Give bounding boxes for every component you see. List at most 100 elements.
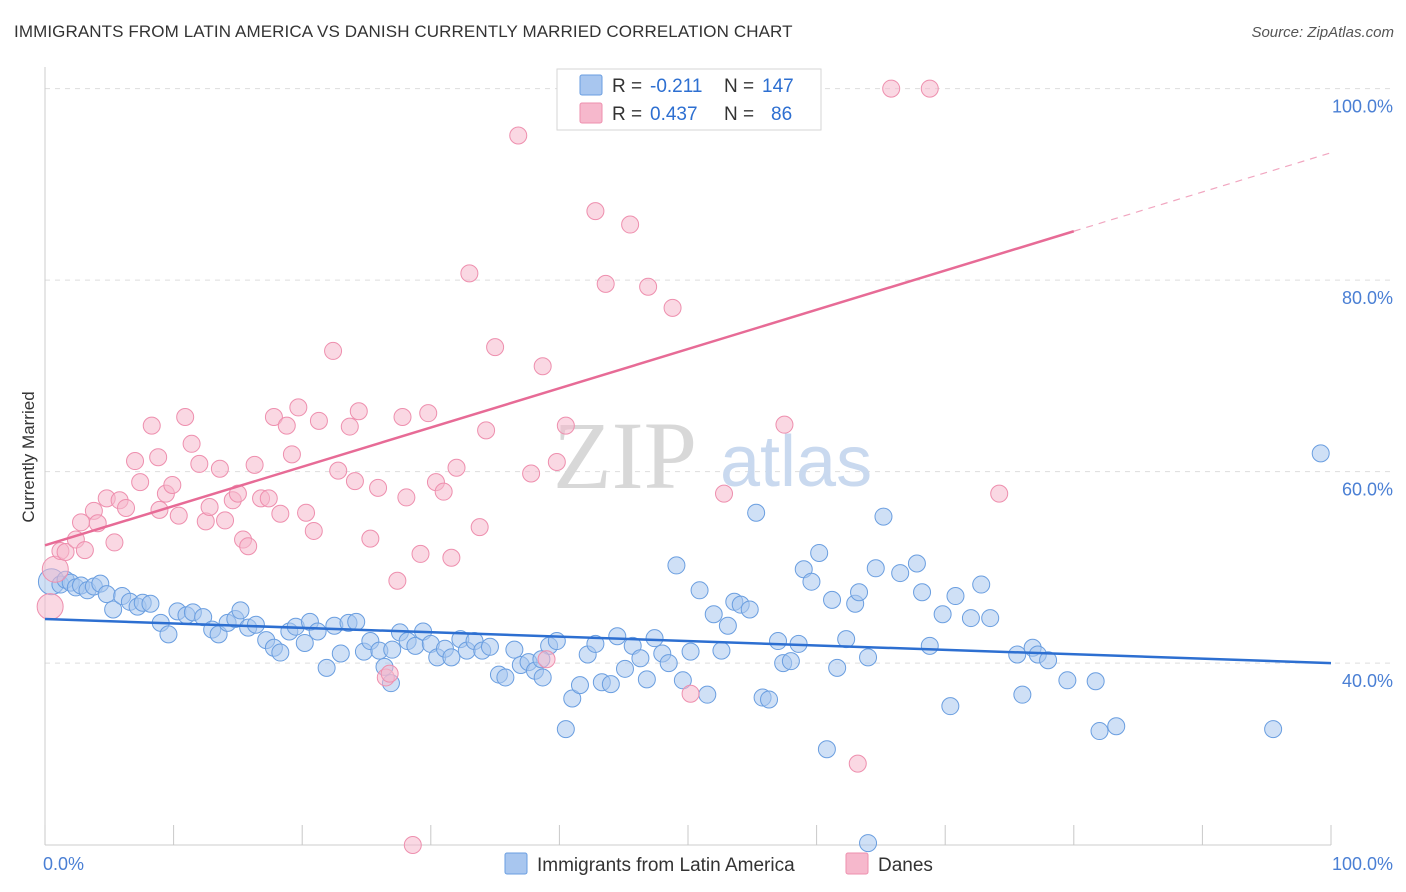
legend-n-value-1: 147	[762, 76, 794, 97]
data-point-latin-america	[718, 616, 737, 635]
data-point-danes	[169, 506, 188, 525]
data-point-latin-america	[637, 670, 656, 689]
correlation-legend: R = -0.211 N = 147 R = 0.437 N = 86	[556, 68, 822, 131]
data-point-latin-america	[981, 609, 1000, 628]
data-point-danes	[289, 398, 308, 417]
data-point-danes	[149, 448, 168, 467]
chart-title: IMMIGRANTS FROM LATIN AMERICA VS DANISH …	[14, 22, 793, 41]
data-point-danes	[509, 126, 528, 145]
data-point-danes	[56, 543, 75, 562]
legend-r-label-1: R =	[612, 76, 642, 97]
data-point-latin-america	[972, 575, 991, 594]
data-point-latin-america	[802, 572, 821, 591]
data-point-latin-america	[673, 671, 692, 690]
data-point-latin-america	[760, 690, 779, 709]
data-point-latin-america	[533, 668, 552, 687]
data-point-danes	[36, 593, 64, 621]
data-point-danes	[182, 434, 201, 453]
data-point-danes	[882, 79, 901, 98]
data-point-danes	[259, 489, 278, 508]
data-point-danes	[190, 454, 209, 473]
points-layer	[36, 79, 1330, 854]
data-point-danes	[176, 407, 195, 426]
data-point-latin-america	[933, 605, 952, 624]
data-point-latin-america	[505, 640, 524, 659]
trend-line-danes-extension	[1073, 152, 1332, 232]
data-point-latin-america	[961, 609, 980, 628]
legend-swatch-latin-america	[579, 74, 603, 96]
data-point-latin-america	[747, 503, 766, 522]
data-point-latin-america	[667, 556, 686, 575]
data-point-latin-america	[496, 668, 515, 687]
legend-label-danes: Danes	[878, 855, 933, 876]
data-point-latin-america	[874, 507, 893, 526]
data-point-latin-america	[913, 583, 932, 602]
data-point-latin-america	[104, 600, 123, 619]
data-point-latin-america	[941, 697, 960, 716]
data-point-danes	[126, 452, 145, 471]
data-point-latin-america	[480, 637, 499, 656]
y-tick-label: 100.0%	[1332, 97, 1393, 117]
x-tick-label: 0.0%	[43, 854, 84, 874]
data-point-danes	[277, 416, 296, 435]
data-point-latin-america	[907, 554, 926, 573]
data-point-latin-america	[1008, 645, 1027, 664]
watermark-atlas: atlas	[720, 422, 872, 502]
data-point-danes	[329, 461, 348, 480]
data-point-danes	[369, 478, 388, 497]
data-point-danes	[361, 529, 380, 548]
data-point-danes	[228, 484, 247, 503]
chart-source: Source: ZipAtlas.com	[1251, 24, 1394, 41]
data-point-danes	[411, 544, 430, 563]
data-point-danes	[117, 498, 136, 517]
data-point-danes	[163, 475, 182, 494]
data-point-latin-america	[681, 642, 700, 661]
x-tick-label: 100.0%	[1332, 854, 1393, 874]
data-point-danes	[393, 407, 412, 426]
legend-n-label-2: N =	[724, 104, 754, 125]
data-point-danes	[345, 472, 364, 491]
data-point-latin-america	[442, 648, 461, 667]
data-point-latin-america	[891, 564, 910, 583]
data-point-latin-america	[1058, 671, 1077, 690]
legend-label-immigrants: Immigrants from Latin America	[537, 855, 795, 876]
trend-line-danes	[44, 230, 1075, 547]
data-point-latin-america	[645, 629, 664, 648]
data-point-latin-america	[347, 612, 366, 631]
data-point-latin-america	[850, 583, 869, 602]
data-point-latin-america	[946, 587, 965, 606]
data-point-danes	[264, 407, 283, 426]
data-point-danes	[200, 498, 219, 517]
data-point-danes	[397, 488, 416, 507]
data-point-danes	[388, 571, 407, 590]
data-point-latin-america	[331, 644, 350, 663]
data-point-latin-america	[97, 585, 116, 604]
data-point-danes	[715, 484, 734, 503]
data-point-latin-america	[1107, 717, 1126, 736]
data-point-latin-america	[563, 689, 582, 708]
data-point-danes	[470, 518, 489, 537]
data-point-latin-america	[317, 658, 336, 677]
data-point-latin-america	[556, 720, 575, 739]
data-point-latin-america	[141, 594, 160, 613]
data-point-danes	[547, 453, 566, 471]
data-point-latin-america	[690, 581, 709, 600]
data-point-latin-america	[659, 654, 678, 673]
legend-swatch-danes	[579, 102, 603, 124]
data-point-latin-america	[586, 634, 605, 653]
data-point-danes	[586, 202, 605, 221]
data-point-latin-america	[823, 590, 842, 609]
data-point-danes	[131, 473, 150, 492]
data-point-danes	[596, 274, 615, 293]
data-point-danes	[419, 404, 438, 423]
watermark-zip: ZIP	[553, 402, 697, 509]
data-point-latin-america	[631, 649, 650, 668]
trend-layer	[44, 152, 1332, 665]
data-point-latin-america	[740, 600, 759, 619]
data-point-latin-america	[246, 615, 265, 634]
data-point-latin-america	[1264, 720, 1283, 739]
data-point-danes	[324, 341, 343, 360]
data-point-danes	[271, 504, 290, 523]
legend-swatch-immigrants	[504, 852, 528, 875]
